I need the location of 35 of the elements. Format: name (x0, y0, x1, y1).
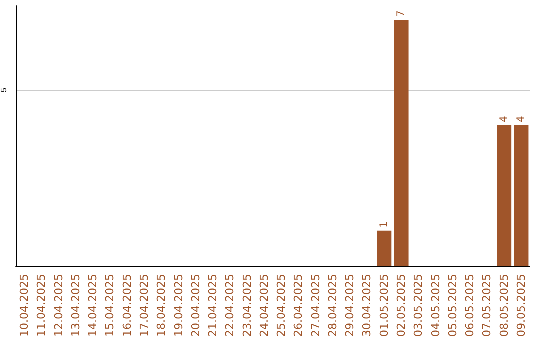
x-tick-label: 16.04.2025 (120, 274, 134, 338)
x-tick-label: 03.05.2025 (412, 274, 426, 338)
x-tick-label: 22.04.2025 (224, 274, 237, 338)
y-tick-label: 5 (0, 88, 8, 93)
x-tick-label: 10.04.2025 (18, 274, 32, 338)
x-tick-label: 27.04.2025 (309, 274, 322, 338)
x-tick-label: 15.04.2025 (104, 274, 117, 338)
x-tick-label: 09.05.2025 (514, 274, 528, 338)
x-tick-label: 23.04.2025 (240, 274, 254, 338)
x-tick-label: 13.04.2025 (69, 274, 82, 338)
x-tick-label: 01.05.2025 (378, 274, 391, 338)
x-tick-label: 04.05.2025 (429, 274, 442, 338)
x-tick-label: 11.04.2025 (35, 274, 48, 338)
x-tick-label: 20.04.2025 (189, 274, 202, 338)
x-tick-label: 02.05.2025 (395, 274, 408, 338)
x-tick-label: 24.04.2025 (258, 274, 271, 338)
x-tick-label: 12.04.2025 (52, 274, 66, 338)
x-tick-label: 21.04.2025 (206, 274, 220, 338)
x-tick-label: 29.04.2025 (344, 274, 357, 338)
x-tick-label: 17.04.2025 (138, 274, 151, 338)
x-tick-label: 19.04.2025 (172, 274, 186, 338)
x-tick-label: 26.04.2025 (292, 274, 306, 338)
data-label: 4 (498, 116, 510, 122)
data-label: 7 (396, 10, 407, 18)
x-tick-label: 18.04.2025 (155, 274, 168, 338)
x-tick-label: 14.04.2025 (86, 274, 100, 338)
x-tick-label: 25.04.2025 (275, 274, 288, 338)
x-tick-label: 30.04.2025 (360, 274, 374, 338)
x-tick-label: 07.05.2025 (480, 274, 494, 338)
data-label: 4 (516, 116, 527, 122)
x-tick-label: 06.05.2025 (464, 274, 477, 338)
data-label: 1 (378, 222, 390, 228)
x-tick-label: 28.04.2025 (326, 274, 340, 338)
x-tick-label: 05.05.2025 (446, 274, 460, 338)
x-tick-label: 08.05.2025 (498, 274, 511, 338)
